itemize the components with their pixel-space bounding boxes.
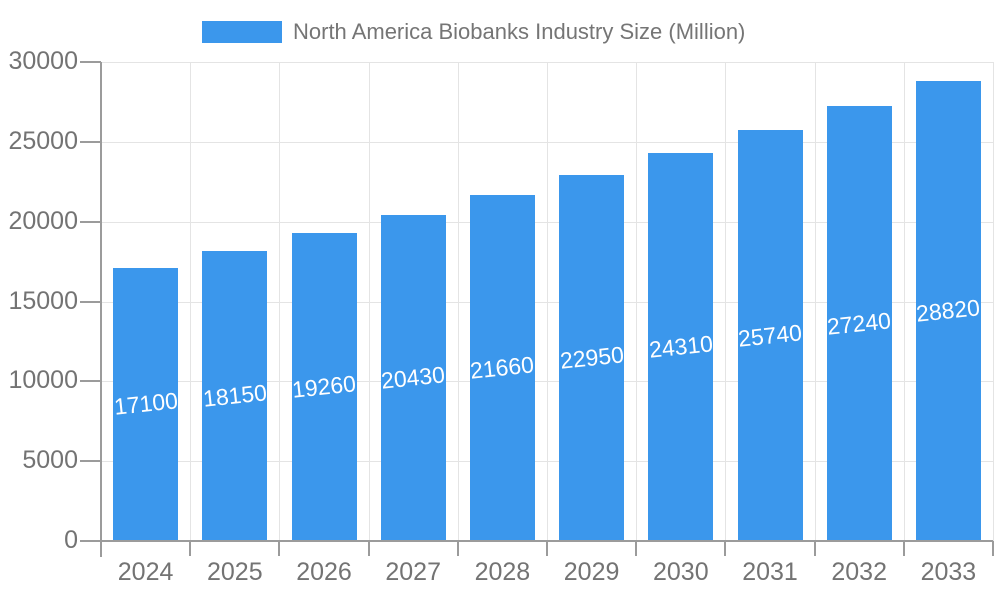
v-gridline (636, 62, 637, 541)
x-tick (100, 541, 102, 556)
x-tick (903, 541, 905, 556)
y-axis-label: 10000 (8, 366, 78, 395)
y-axis-label: 25000 (8, 126, 78, 155)
y-tick (80, 61, 101, 63)
bar (380, 214, 446, 541)
v-gridline (279, 62, 280, 541)
x-tick (992, 541, 994, 556)
x-axis-label: 2029 (563, 558, 620, 586)
legend: North America Biobanks Industry Size (Mi… (202, 18, 745, 46)
bar (559, 174, 625, 541)
bar (915, 80, 981, 541)
bar (202, 251, 268, 541)
x-axis-label: 2031 (742, 558, 798, 586)
legend-label: North America Biobanks Industry Size (Mi… (293, 19, 746, 44)
x-tick (457, 541, 459, 556)
v-gridline (547, 62, 548, 541)
y-axis-label: 20000 (8, 206, 78, 235)
bar (113, 267, 179, 541)
x-tick (635, 541, 637, 556)
y-tick (80, 460, 101, 463)
v-gridline (725, 62, 726, 541)
bar (291, 233, 357, 541)
x-axis-label: 2026 (296, 558, 352, 586)
v-gridline (458, 62, 459, 541)
legend-swatch (202, 21, 282, 43)
x-tick (546, 541, 548, 556)
y-tick (80, 220, 101, 223)
v-gridline (993, 62, 994, 541)
bar (737, 130, 803, 541)
y-tick (80, 140, 101, 143)
y-axis-label: 5000 (22, 446, 78, 475)
v-gridline (815, 62, 816, 541)
v-gridline (369, 62, 370, 541)
plot-area: 17100 18150 19260 20430 21660 22950 24310 25740… (101, 62, 994, 541)
y-tick (80, 540, 101, 542)
x-tick (368, 541, 370, 556)
x-tick (189, 541, 191, 556)
x-axis-label: 2032 (831, 558, 887, 586)
y-axis-label: 30000 (8, 46, 78, 75)
x-axis-label: 2025 (206, 558, 263, 586)
bar (469, 195, 535, 541)
bar (826, 106, 892, 541)
v-gridline (904, 62, 905, 541)
x-axis-label: 2030 (652, 558, 709, 586)
x-tick (278, 541, 280, 556)
x-axis-label: 2033 (920, 558, 977, 586)
bar (648, 152, 714, 541)
y-axis-line (100, 62, 102, 557)
y-tick (80, 300, 101, 303)
x-axis-label: 2028 (474, 558, 531, 586)
x-axis-line (80, 540, 993, 542)
y-axis-label: 15000 (8, 286, 78, 315)
x-tick (724, 541, 726, 556)
x-tick (814, 541, 816, 556)
y-axis-label: 0 (64, 525, 78, 554)
x-axis-label: 2027 (385, 558, 441, 586)
x-axis-label: 2024 (117, 558, 174, 586)
y-tick (80, 380, 101, 383)
v-gridline (190, 62, 191, 541)
